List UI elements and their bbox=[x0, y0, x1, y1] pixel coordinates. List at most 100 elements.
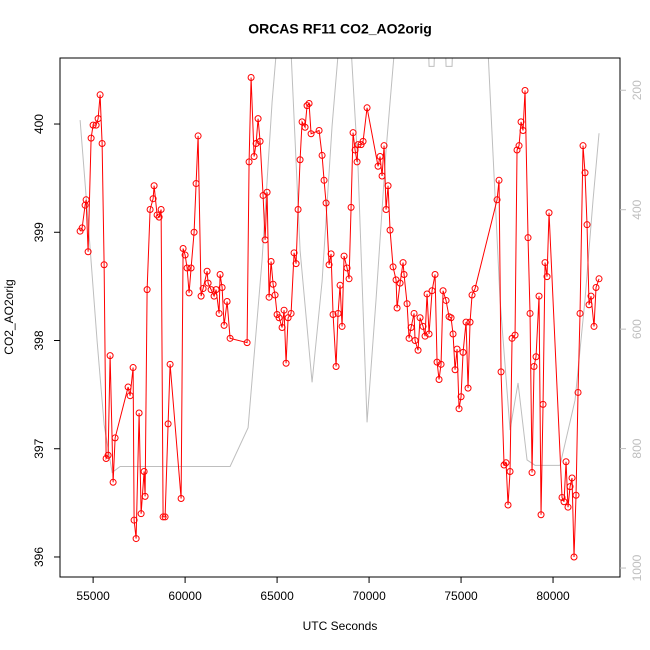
data-point bbox=[307, 130, 315, 138]
data-point bbox=[535, 292, 543, 300]
data-point bbox=[94, 115, 102, 123]
data-point bbox=[437, 360, 445, 368]
data-point bbox=[459, 348, 467, 356]
data-point bbox=[92, 121, 100, 129]
data-point bbox=[354, 141, 362, 149]
data-point bbox=[210, 292, 218, 300]
data-point bbox=[587, 292, 595, 300]
y2-tick-label: 200 bbox=[630, 80, 644, 100]
data-point bbox=[464, 384, 472, 392]
data-point bbox=[223, 298, 231, 306]
data-point bbox=[521, 86, 529, 94]
data-point bbox=[87, 134, 95, 142]
data-point bbox=[282, 359, 290, 367]
data-point bbox=[524, 234, 532, 242]
data-point bbox=[329, 311, 337, 319]
data-point bbox=[126, 392, 134, 400]
data-point bbox=[363, 104, 371, 112]
data-point bbox=[595, 275, 603, 283]
data-point bbox=[96, 91, 104, 99]
data-point bbox=[421, 332, 429, 340]
data-point bbox=[301, 123, 309, 131]
data-point bbox=[389, 263, 397, 271]
data-point bbox=[267, 257, 275, 265]
data-point bbox=[493, 196, 501, 204]
data-point bbox=[332, 362, 340, 370]
x-axis-label: UTC Seconds bbox=[303, 619, 378, 633]
data-point bbox=[500, 461, 508, 469]
data-point bbox=[353, 158, 361, 166]
y2-tick-label: 1000 bbox=[630, 554, 644, 581]
data-point bbox=[378, 172, 386, 180]
data-point bbox=[245, 158, 253, 166]
data-point bbox=[218, 283, 226, 291]
data-point bbox=[468, 291, 476, 299]
data-point bbox=[84, 248, 92, 256]
data-point bbox=[325, 261, 333, 269]
x-tick-label: 60000 bbox=[168, 589, 202, 603]
data-point bbox=[414, 346, 422, 354]
data-point bbox=[336, 281, 344, 289]
data-point bbox=[384, 182, 392, 190]
data-point bbox=[515, 142, 523, 150]
data-point bbox=[528, 469, 536, 477]
data-point bbox=[462, 318, 470, 326]
data-line bbox=[79, 77, 600, 557]
data-point bbox=[583, 221, 591, 229]
data-point bbox=[294, 206, 302, 214]
data-point bbox=[581, 169, 589, 177]
data-point bbox=[140, 467, 148, 475]
data-point bbox=[537, 511, 545, 519]
data-point bbox=[590, 322, 598, 330]
data-point bbox=[334, 309, 342, 317]
y-tick-label: 400 bbox=[32, 114, 46, 134]
data-point bbox=[345, 275, 353, 283]
data-point bbox=[207, 286, 215, 294]
data-point bbox=[203, 267, 211, 275]
data-point bbox=[243, 339, 251, 347]
data-point bbox=[132, 535, 140, 543]
data-point bbox=[141, 492, 149, 500]
data-point bbox=[265, 293, 273, 301]
data-point bbox=[159, 513, 167, 521]
data-point bbox=[197, 292, 205, 300]
data-point bbox=[98, 140, 106, 148]
data-point bbox=[298, 118, 306, 126]
y2-tick-label: 600 bbox=[630, 319, 644, 339]
data-point bbox=[181, 251, 189, 259]
data-point bbox=[585, 301, 593, 309]
data-point bbox=[104, 451, 112, 459]
data-point bbox=[511, 331, 519, 339]
data-point bbox=[433, 358, 441, 366]
data-point bbox=[157, 206, 165, 214]
data-point bbox=[405, 334, 413, 342]
data-point bbox=[506, 467, 514, 475]
data-point bbox=[256, 137, 264, 145]
data-point bbox=[250, 152, 258, 160]
data-point bbox=[78, 224, 86, 232]
data-point bbox=[109, 478, 117, 486]
data-point bbox=[143, 286, 151, 294]
data-point bbox=[194, 132, 202, 140]
data-point bbox=[271, 291, 279, 299]
data-point bbox=[570, 553, 578, 561]
data-point bbox=[89, 121, 97, 129]
data-point bbox=[164, 420, 172, 428]
data-point bbox=[351, 146, 359, 154]
y-tick-label: 397 bbox=[32, 438, 46, 458]
y-axis-label: CO2_AO2orig bbox=[2, 279, 16, 354]
data-point bbox=[343, 264, 351, 272]
data-point bbox=[386, 226, 394, 234]
data-point bbox=[541, 259, 549, 267]
data-point bbox=[252, 140, 260, 148]
data-point bbox=[212, 286, 220, 294]
data-point bbox=[457, 393, 465, 401]
data-point bbox=[382, 206, 390, 214]
data-point bbox=[280, 306, 288, 314]
data-point bbox=[471, 285, 479, 293]
data-point bbox=[442, 296, 450, 304]
data-point bbox=[190, 228, 198, 236]
data-point bbox=[150, 182, 158, 190]
y-tick-label: 398 bbox=[32, 330, 46, 350]
